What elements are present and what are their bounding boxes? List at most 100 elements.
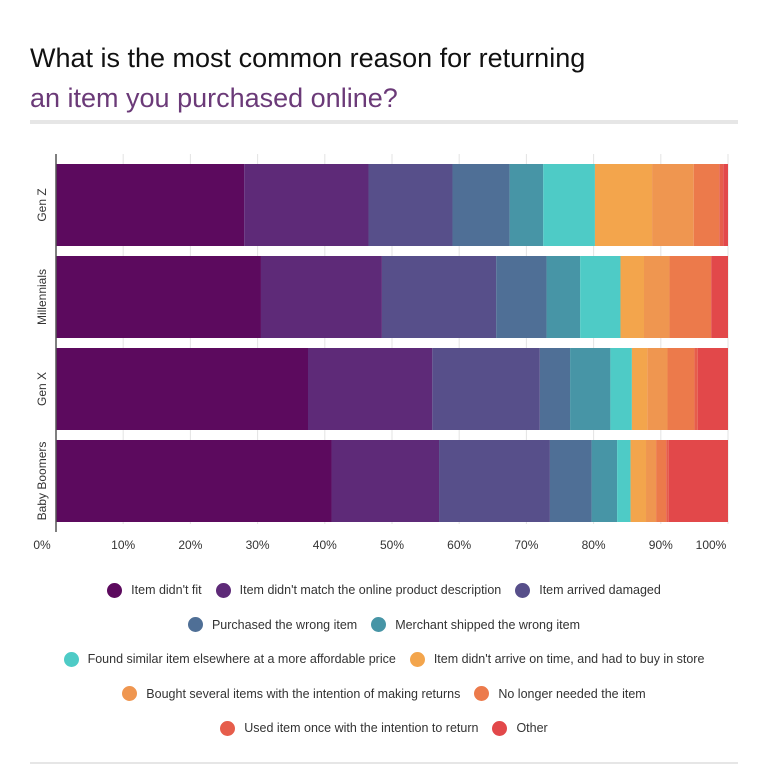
legend-row: Purchased the wrong item Merchant shipped… [0,608,768,643]
bar-segment [368,164,453,246]
bar-segment [591,440,618,522]
category-label: Gen Z [35,188,49,221]
chart-title: What is the most common reason for retur… [30,38,730,118]
bar-segment [617,440,631,522]
x-tick-label: 10% [111,538,135,552]
legend-swatch [187,617,203,633]
bar-segment [56,256,261,338]
stacked-bar-chart: Gen Z Millennials Gen X Baby Boomers 0% 10% 20… [33,154,729,552]
legend-label: Item arrived damaged [539,583,661,598]
legend-item: Merchant shipped the wrong item [371,617,581,633]
legend-item: Used item once with the intention to ret… [220,720,479,736]
legend-item: Purchased the wrong item [187,617,358,633]
category-label: Gen X [35,372,49,406]
legend-swatch [492,720,508,736]
legend-item: Item didn't match the online product des… [215,582,502,598]
x-tick-label: 100% [696,538,727,552]
bar-segment [260,256,382,338]
bar-segment [667,348,695,430]
bar-segment [509,164,544,246]
legend-swatch [63,651,79,667]
legend-item: No longer needed the item [474,686,646,702]
bar-segment [666,440,669,522]
x-tick-label: 70% [514,538,538,552]
legend-label: Other [516,721,548,736]
bar-segment [697,348,728,430]
chart-title-line-1: What is the most common reason for retur… [30,43,586,73]
legend-label: No longer needed the item [498,686,646,701]
legend-label: Item didn't fit [131,583,202,598]
bar-segment [496,256,547,338]
legend-swatch [220,720,236,736]
legend-swatch [215,582,231,598]
legend-row: Used item once with the intention to ret… [0,711,768,746]
x-tick-label: 30% [246,538,270,552]
chart-legend: Item didn't fit Item didn't match the onl… [0,573,768,746]
bar-segment [610,348,632,430]
legend-label: Item didn't arrive on time, and had to b… [433,652,705,667]
title-divider [30,120,738,124]
x-tick-label: 60% [447,538,471,552]
bar-segment [719,164,724,246]
x-tick-label: 20% [178,538,202,552]
x-tick-label: 0% [33,538,51,552]
legend-item: Bought several items with the intention … [122,686,461,702]
bar-segment [652,164,694,246]
legend-swatch [474,686,490,702]
x-tick-label: 40% [313,538,337,552]
legend-item: Other [492,720,548,736]
bar-segment [594,164,653,246]
legend-row: Bought several items with the intention … [0,677,768,712]
legend-item: Item didn't arrive on time, and had to b… [409,651,705,667]
bar-segment [56,440,332,522]
bar-segment [723,164,728,246]
bar-segment [580,256,621,338]
bar-segment [543,164,595,246]
bar-segment [546,256,581,338]
bar-segment [244,164,369,246]
bar-segment [711,256,728,338]
legend-swatch [515,582,531,598]
legend-item: Found similar item elsewhere at a more a… [63,651,396,667]
legend-item: Item arrived damaged [515,582,661,598]
bar-segment [693,164,720,246]
bar-segment [331,440,440,522]
legend-label: Used item once with the intention to ret… [244,721,479,736]
bar-segment [432,348,540,430]
bar-segment [646,440,657,522]
x-tick-label: 80% [582,538,606,552]
legend-label: Merchant shipped the wrong item [395,617,581,632]
chart-title-line-2: an item you purchased online? [30,83,398,113]
legend-label: Purchased the wrong item [211,617,358,632]
bar-segment [56,348,308,430]
bar-segment [539,348,571,430]
bar-segment [656,440,667,522]
bar-segment [452,164,510,246]
legend-swatch [371,617,387,633]
bar-segment [570,348,611,430]
bar-segment [308,348,433,430]
legend-swatch [122,686,138,702]
bar-segment [439,440,550,522]
category-label: Baby Boomers [35,442,49,521]
legend-item: Item didn't fit [107,582,202,598]
bar-segment [620,256,644,338]
x-tick-label: 90% [649,538,673,552]
legend-swatch [107,582,123,598]
legend-label: Found similar item elsewhere at a more a… [87,652,396,667]
bar-segment [668,440,728,522]
legend-label: Item didn't match the online product des… [239,583,502,598]
category-label: Millennials [35,269,49,325]
bar-segment [630,440,647,522]
legend-label: Bought several items with the intention … [146,686,461,701]
legend-row: Found similar item elsewhere at a more a… [0,642,768,677]
footer-divider [30,762,738,764]
legend-row: Item didn't fit Item didn't match the onl… [0,573,768,608]
bar-segment [669,256,712,338]
x-tick-label: 50% [380,538,404,552]
bar-segment [647,348,668,430]
bar-segment [694,348,698,430]
bar-segment [381,256,497,338]
bar-segment [631,348,648,430]
bar-segment [549,440,592,522]
